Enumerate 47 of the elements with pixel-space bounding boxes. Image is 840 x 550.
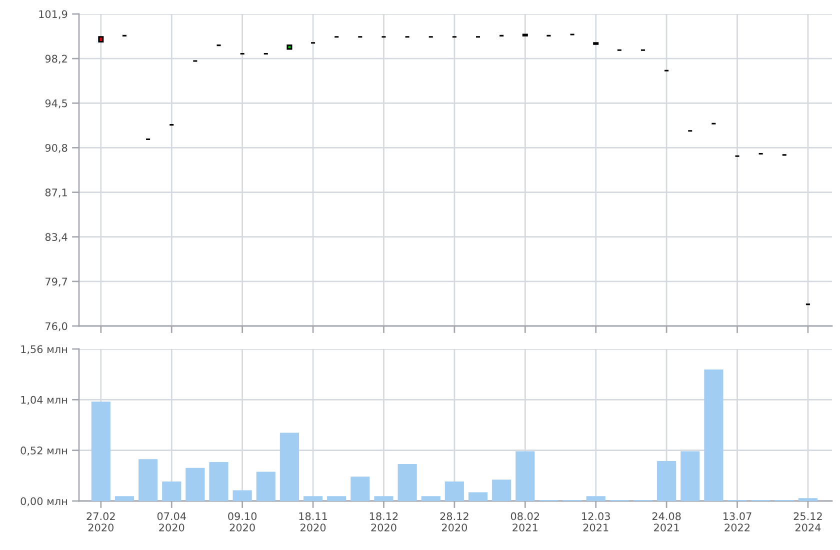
x-tick-label: 18.12 2020: [370, 512, 398, 532]
y-tick-label: 94,5: [45, 99, 67, 108]
bar: [209, 462, 228, 501]
bar: [303, 496, 323, 501]
y-tick-label: 1,04 млн: [21, 396, 67, 405]
x-tick-label: 07.04 2020: [157, 512, 186, 532]
bar: [91, 402, 110, 501]
bar: [798, 498, 818, 501]
y-tick-label: 98,2: [45, 54, 67, 64]
bar: [327, 496, 346, 501]
bar: [444, 482, 464, 501]
bar: [186, 468, 205, 501]
bar: [657, 461, 676, 501]
bar: [704, 369, 724, 501]
y-tick-label: 0,00 млн: [20, 497, 67, 506]
y-tick-label: 101,9: [39, 10, 68, 20]
bar: [350, 476, 370, 501]
x-tick-label: 13.07 2022: [723, 512, 752, 532]
bar: [398, 464, 417, 501]
x-tick-label: 12.03 2021: [582, 512, 610, 532]
bar: [162, 482, 182, 501]
x-tick-label: 09.10 2020: [228, 512, 257, 532]
y-tick-label: 79,7: [46, 278, 67, 287]
x-tick-label: 28.12 2020: [440, 512, 468, 532]
y-tick-label: 1,56 млн: [21, 345, 67, 354]
bar: [680, 451, 700, 501]
x-tick-label: 24.08 2021: [652, 512, 681, 532]
x-tick-label: 08.02 2021: [510, 512, 540, 532]
bar: [421, 496, 440, 501]
x-tick-label: 18.11 2020: [299, 512, 327, 532]
y-tick-label: 87,1: [45, 188, 67, 198]
x-tick-label: 25.12 2024: [794, 512, 822, 532]
bar: [232, 490, 252, 501]
x-tick-label: 27.02 2020: [86, 512, 115, 532]
bar: [468, 492, 488, 501]
y-tick-label: 90,8: [45, 144, 68, 153]
bar: [256, 472, 276, 501]
bar: [492, 480, 512, 501]
bar: [138, 459, 158, 501]
bar: [280, 432, 300, 501]
y-tick-label: 76,0: [46, 322, 68, 332]
bar: [586, 496, 606, 501]
y-tick-label: 0,52 млн: [20, 446, 67, 456]
bar: [114, 496, 134, 501]
bar: [516, 451, 535, 501]
y-tick-label: 83,4: [45, 233, 68, 242]
bar: [374, 496, 394, 501]
